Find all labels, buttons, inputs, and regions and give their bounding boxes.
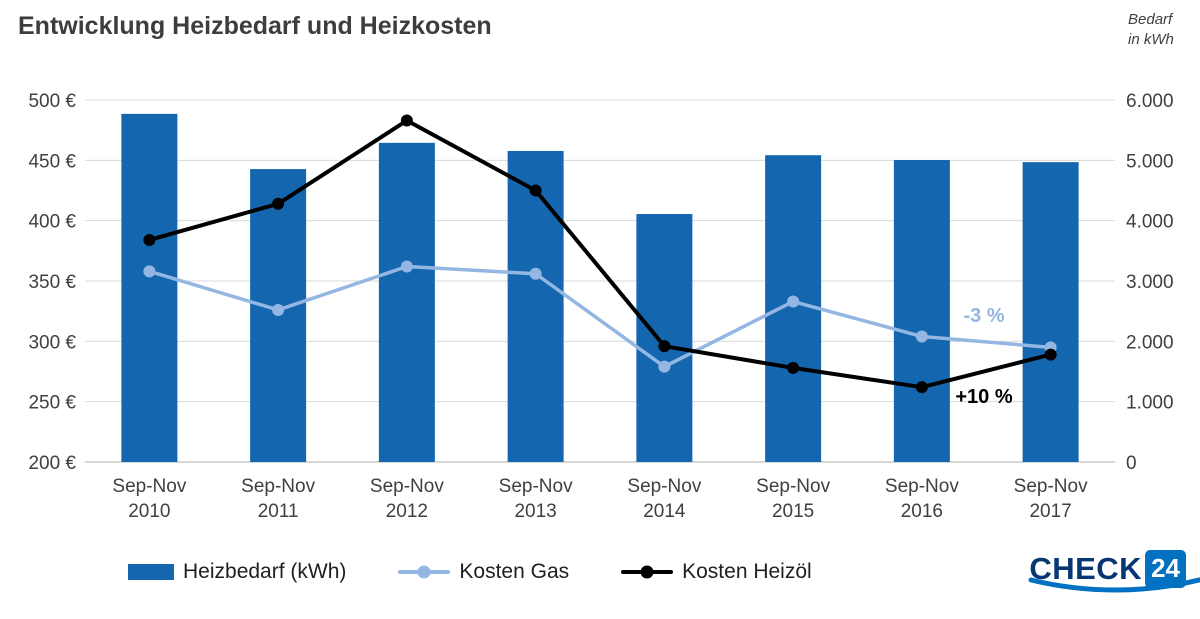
data-point: [658, 340, 671, 353]
data-point: [529, 267, 542, 280]
right-axis-tick: 3.000: [1126, 272, 1174, 293]
data-point: [272, 303, 285, 316]
right-axis-caption: Bedarf in kWh: [1128, 10, 1174, 49]
legend-label-heizoel: Kosten Heizöl: [682, 560, 812, 583]
right-axis-caption-line1: Bedarf: [1128, 11, 1173, 28]
page-title: Entwicklung Heizbedarf und Heizkosten: [18, 12, 492, 40]
logo-check-text: CHECK: [1029, 551, 1143, 586]
x-tick-season: Sep-Nov: [885, 476, 959, 497]
left-axis-tick: 350 €: [28, 272, 76, 293]
data-point: [1044, 348, 1057, 361]
logo-24-box: 24: [1145, 550, 1186, 588]
right-axis-caption-line2: in kWh: [1128, 30, 1174, 48]
left-axis-tick: 400 €: [28, 212, 76, 233]
left-axis-tick: 500 €: [28, 91, 76, 112]
line-series-0: [148, 264, 1051, 369]
bar-2014: [636, 214, 693, 462]
legend: Heizbedarf (kWh) Kosten Gas Kosten Heizö…: [128, 560, 812, 584]
right-axis-tick: 1.000: [1126, 393, 1174, 414]
data-point: [272, 197, 285, 210]
bar-2016: [893, 160, 950, 462]
bar-2012: [378, 142, 435, 462]
annotation: -3 %: [963, 305, 1004, 327]
gas-dot-icon: [417, 565, 431, 579]
x-tick-season: Sep-Nov: [627, 476, 701, 497]
bar-2010: [121, 113, 178, 463]
data-point: [529, 184, 542, 197]
data-point: [787, 295, 800, 308]
bar-2017: [1022, 162, 1079, 463]
left-axis-tick: 450 €: [28, 151, 76, 172]
left-axis-tick: 250 €: [28, 393, 76, 414]
data-point: [915, 330, 928, 343]
data-point: [658, 360, 671, 373]
heizbedarf-bar-swatch: [128, 564, 174, 580]
gas-line-swatch: [398, 565, 451, 579]
right-axis-tick: 6.000: [1126, 91, 1174, 112]
data-point: [787, 361, 800, 374]
x-tick-year: 2011: [258, 501, 299, 522]
annotation: +10 %: [955, 386, 1012, 408]
legend-item-gas: Kosten Gas: [398, 560, 569, 584]
legend-item-heizoel: Kosten Heizöl: [621, 560, 812, 584]
x-tick-year: 2013: [514, 501, 556, 522]
x-tick-year: 2010: [128, 501, 170, 522]
x-tick-season: Sep-Nov: [756, 476, 830, 497]
right-axis-tick: 5.000: [1126, 151, 1174, 172]
heizoel-line-swatch: [621, 565, 674, 579]
heizoel-dot-icon: [640, 565, 654, 579]
x-tick-season: Sep-Nov: [370, 476, 444, 497]
data-point: [400, 114, 413, 127]
legend-label-gas: Kosten Gas: [459, 560, 570, 583]
line-series-1: [148, 118, 1052, 390]
legend-label-heizbedarf: Heizbedarf (kWh): [183, 560, 347, 583]
left-axis-tick: 300 €: [28, 332, 76, 353]
check24-logo: CHECK 24: [1028, 550, 1200, 593]
x-tick-season: Sep-Nov: [112, 476, 186, 497]
x-tick-year: 2014: [643, 501, 686, 522]
data-point: [400, 260, 413, 273]
legend-item-heizbedarf: Heizbedarf (kWh): [128, 560, 346, 584]
right-axis-tick: 0: [1126, 453, 1137, 474]
x-tick-season: Sep-Nov: [241, 476, 315, 497]
right-axis-tick: 2.000: [1126, 332, 1174, 353]
x-tick-year: 2012: [386, 501, 428, 522]
data-point: [143, 233, 156, 246]
data-point: [143, 265, 156, 278]
left-axis-tick: 200 €: [28, 453, 76, 474]
bar-2015: [765, 155, 822, 462]
x-tick-year: 2016: [901, 501, 943, 522]
bar-2013: [507, 150, 564, 462]
logo-swoosh-icon: [1028, 577, 1200, 593]
x-tick-season: Sep-Nov: [499, 476, 573, 497]
x-tick-year: 2017: [1029, 501, 1071, 522]
x-tick-year: 2015: [772, 501, 814, 522]
right-axis-tick: 4.000: [1126, 212, 1174, 233]
data-point: [915, 381, 928, 394]
x-tick-season: Sep-Nov: [1014, 476, 1088, 497]
